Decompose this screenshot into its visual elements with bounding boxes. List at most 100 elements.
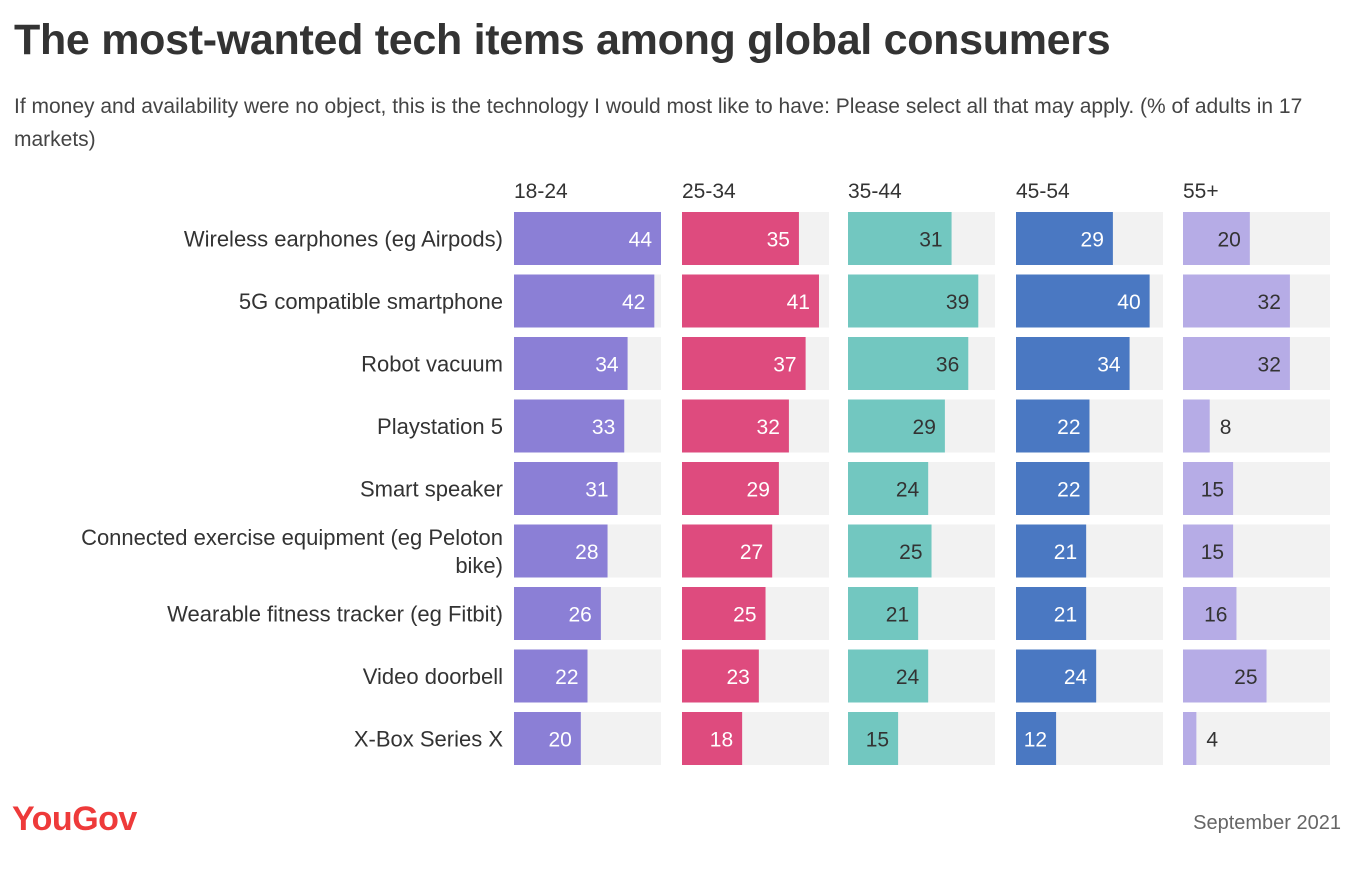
category-label: Smart speaker [360, 477, 503, 502]
bar [514, 524, 608, 578]
bar [682, 399, 789, 453]
data-label: 25 [733, 604, 756, 627]
bar [514, 712, 581, 765]
bar [514, 399, 625, 453]
bar [1016, 712, 1057, 765]
series-header: 25-34 [682, 180, 736, 203]
data-label: 42 [622, 291, 645, 314]
data-label: 24 [896, 479, 920, 502]
bar [1016, 462, 1090, 515]
bar [848, 274, 979, 328]
data-label: 12 [1024, 729, 1047, 752]
category-label: bike) [455, 553, 503, 578]
bar [682, 649, 759, 703]
data-label: 33 [592, 416, 615, 439]
category-label: Playstation 5 [377, 414, 503, 439]
data-label: 32 [757, 416, 780, 439]
series-header: 55+ [1183, 180, 1219, 203]
bar [848, 587, 919, 640]
data-label: 25 [1234, 666, 1257, 689]
bar [682, 337, 806, 390]
category-label: Wearable fitness tracker (eg Fitbit) [167, 602, 503, 627]
bar [682, 524, 773, 578]
category-label: X-Box Series X [354, 727, 503, 752]
data-label: 39 [946, 291, 969, 314]
bar [514, 337, 628, 390]
bar [1183, 649, 1267, 703]
data-label: 34 [595, 354, 619, 377]
bar [1016, 274, 1150, 328]
series-header: 18-24 [514, 180, 568, 203]
bar [1183, 274, 1290, 328]
yougov-logo: YouGov [12, 800, 137, 838]
bar [514, 587, 601, 640]
series-header: 35-44 [848, 180, 902, 203]
bar-track [1183, 712, 1330, 765]
bar [1183, 524, 1234, 578]
data-label: 18 [710, 729, 733, 752]
category-label: Wireless earphones (eg Airpods) [184, 227, 503, 252]
bar [682, 462, 779, 515]
data-label: 31 [585, 479, 608, 502]
data-label: 20 [1217, 229, 1240, 252]
data-label: 16 [1204, 604, 1227, 627]
data-label: 35 [767, 229, 790, 252]
data-label: 28 [575, 541, 598, 564]
data-label: 41 [787, 291, 810, 314]
data-label: 40 [1117, 291, 1140, 314]
date-label: September 2021 [1193, 812, 1341, 834]
data-label: 22 [555, 666, 578, 689]
data-label: 4 [1206, 729, 1218, 752]
category-label: Robot vacuum [361, 352, 503, 377]
bar [1183, 337, 1290, 390]
bar [1183, 399, 1210, 453]
data-label: 15 [866, 729, 889, 752]
category-label: 5G compatible smartphone [239, 289, 503, 314]
bar [1183, 712, 1197, 765]
data-label: 20 [548, 729, 571, 752]
data-label: 25 [899, 541, 922, 564]
data-label: 36 [936, 354, 959, 377]
bar [514, 212, 661, 265]
bar [1183, 587, 1237, 640]
data-label: 24 [1064, 666, 1088, 689]
data-label: 26 [569, 604, 592, 627]
bar [514, 649, 588, 703]
data-label: 29 [747, 479, 770, 502]
bar [514, 462, 618, 515]
bar [682, 587, 766, 640]
data-label: 21 [1054, 541, 1077, 564]
data-label: 32 [1258, 354, 1281, 377]
bar [848, 524, 932, 578]
bar [1016, 524, 1087, 578]
category-label: Video doorbell [363, 664, 503, 689]
series-header: 45-54 [1016, 180, 1070, 203]
bar [1016, 587, 1087, 640]
data-label: 31 [919, 229, 942, 252]
data-label: 21 [886, 604, 909, 627]
bar [1016, 337, 1130, 390]
data-label: 29 [913, 416, 936, 439]
small-multiples-bar-chart: Wireless earphones (eg Airpods) 5G compat… [81, 180, 1330, 765]
bar [1183, 212, 1250, 265]
bar [848, 649, 929, 703]
data-label: 22 [1057, 416, 1080, 439]
data-label: 32 [1258, 291, 1281, 314]
bar [682, 274, 819, 328]
category-label: Connected exercise equipment (eg Peloton [81, 525, 503, 550]
data-label: 44 [629, 229, 653, 252]
bar [514, 274, 655, 328]
data-label: 23 [726, 666, 749, 689]
bar [848, 337, 969, 390]
bar [682, 712, 743, 765]
data-label: 29 [1081, 229, 1104, 252]
data-label: 15 [1201, 479, 1224, 502]
bar [1016, 399, 1090, 453]
chart-subtitle: If money and availability were no object… [14, 95, 1303, 151]
data-label: 8 [1220, 416, 1232, 439]
bar [848, 462, 929, 515]
chart-title: The most-wanted tech items among global … [14, 16, 1111, 64]
bar [848, 712, 899, 765]
bar [1016, 212, 1113, 265]
bar [682, 212, 799, 265]
